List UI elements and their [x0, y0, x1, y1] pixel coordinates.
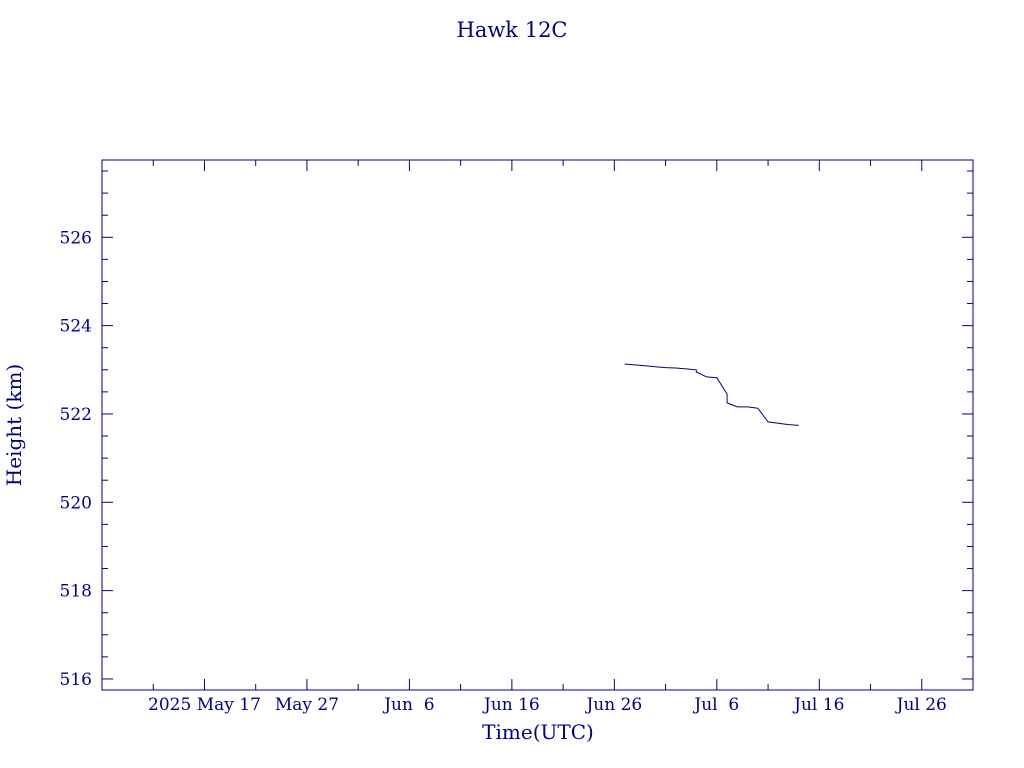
x-tick-label: Jun 26	[584, 695, 642, 715]
x-tick-label: Jul 26	[895, 695, 947, 715]
x-axis-label: Time(UTC)	[482, 720, 594, 744]
x-tick-label: Jul 6	[692, 695, 739, 715]
y-tick-label: 524	[60, 317, 92, 337]
y-tick-label: 520	[60, 493, 92, 513]
y-axis-label: Height (km)	[2, 364, 26, 486]
y-tick-label: 516	[60, 670, 92, 690]
series-line	[624, 363, 799, 426]
x-tick-label: Jul 16	[792, 695, 844, 715]
x-tick-label: Jun 6	[382, 695, 434, 715]
y-axis-ticks	[102, 170, 973, 680]
x-tick-label: Jun 16	[482, 695, 540, 715]
x-axis-ticks	[101, 160, 974, 690]
y-tick-label: 518	[60, 582, 92, 602]
y-tick-label: 522	[60, 405, 92, 425]
x-tick-label: May 27	[275, 695, 339, 715]
plot-frame	[101, 159, 974, 691]
x-axis-tick-labels: 2025 May 17 May 27 Jun 6 Jun 16 Jun 26 Jul 6 J…	[148, 695, 947, 715]
x-tick-label: 2025 May 17	[148, 695, 261, 715]
y-tick-label: 526	[60, 228, 92, 248]
chart-title: Hawk 12C	[457, 18, 568, 42]
y-axis-tick-labels: 516 518 520 522 524 526	[60, 228, 92, 690]
